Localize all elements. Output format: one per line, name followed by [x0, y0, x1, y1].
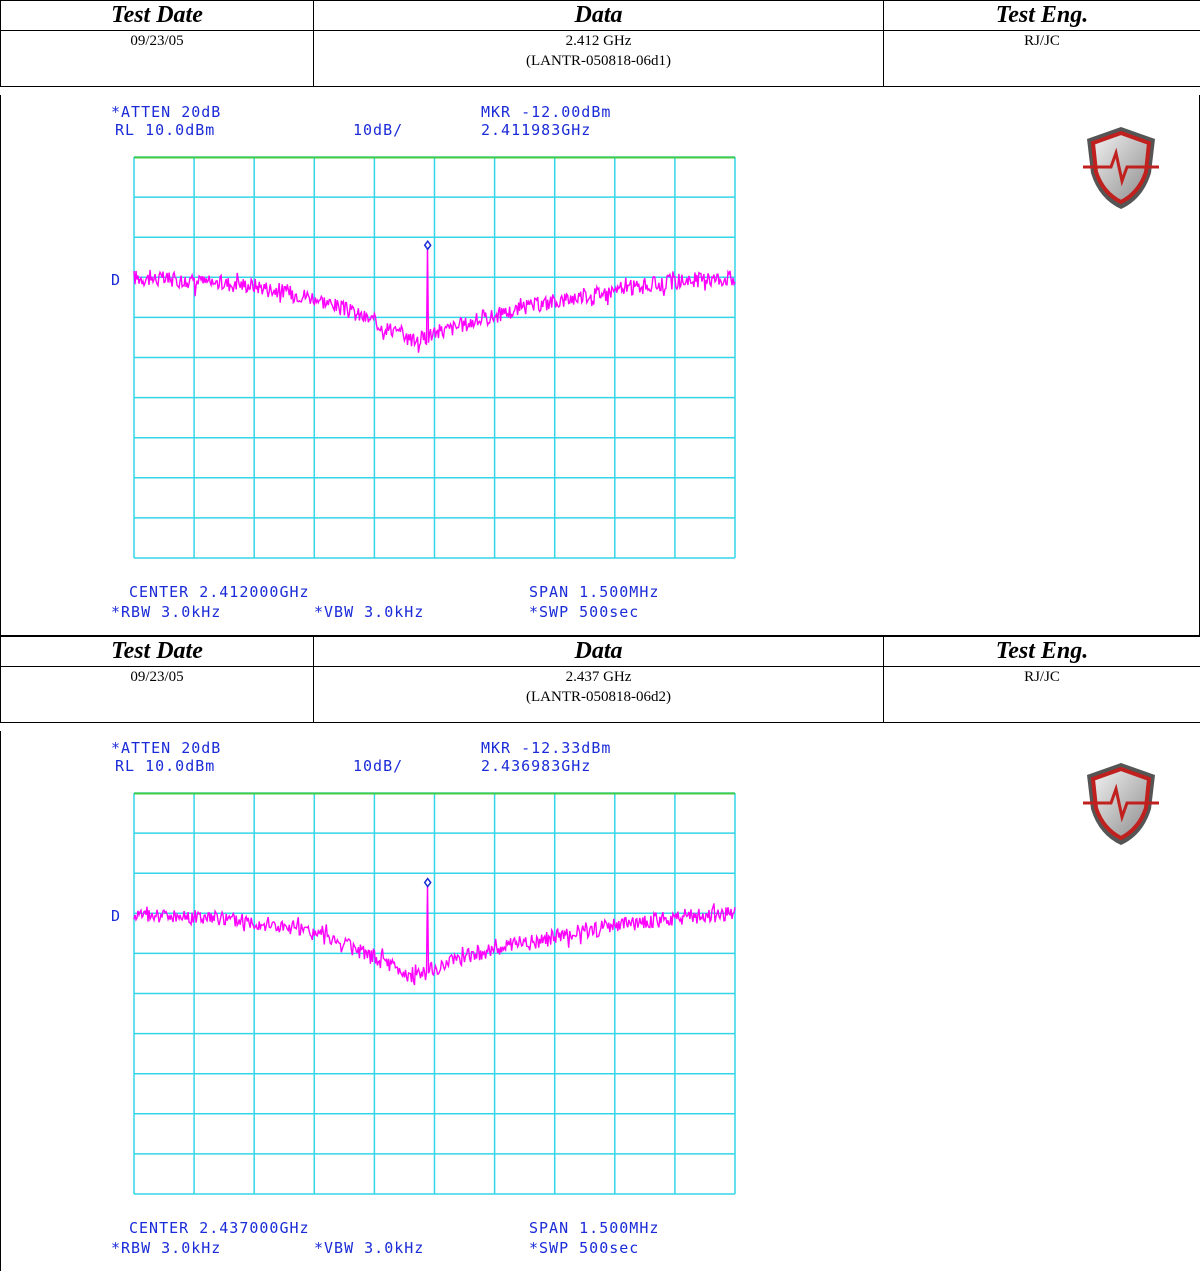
- marker-freq-label: 2.436983GHz: [481, 757, 591, 775]
- detector-label: D: [111, 271, 121, 289]
- ref-level-label: RL 10.0dBm: [115, 757, 215, 775]
- header-test-date: Test Date: [0, 636, 314, 667]
- plot-grid: [133, 792, 736, 1195]
- plot-marks: [133, 156, 736, 353]
- sweep-label: *SWP 500sec: [529, 603, 639, 621]
- test-eng-value: RJ/JC: [883, 30, 1200, 87]
- test-date-value: 09/23/05: [0, 666, 314, 723]
- vbw-label: *VBW 3.0kHz: [314, 1239, 424, 1257]
- frequency-value: 2.412 GHz: [565, 33, 632, 49]
- spectrum-plot-2: *ATTEN 20dB RL 10.0dBm 10dB/ MKR -12.33d…: [111, 739, 736, 1257]
- plot-area-1: *ATTEN 20dB RL 10.0dBm 10dB/ MKR -12.00d…: [0, 95, 1200, 636]
- plot-area-2: *ATTEN 20dB RL 10.0dBm 10dB/ MKR -12.33d…: [0, 731, 1200, 1271]
- marker-diamond: [423, 877, 432, 888]
- file-id-value: (LANTR-050818-06d2): [526, 689, 671, 705]
- sweep-label: *SWP 500sec: [529, 1239, 639, 1257]
- scale-label: 10dB/: [353, 121, 403, 139]
- span-label: SPAN 1.500MHz: [529, 583, 659, 601]
- shield-waveform-icon: [1083, 127, 1159, 209]
- detector-label: D: [111, 907, 121, 925]
- vbw-label: *VBW 3.0kHz: [314, 603, 424, 621]
- center-label: CENTER 2.437000GHz: [129, 1219, 310, 1237]
- header-data: Data: [313, 0, 884, 31]
- spectrum-trace: [133, 245, 736, 353]
- marker-level-label: MKR -12.33dBm: [481, 739, 611, 757]
- ref-level-label: RL 10.0dBm: [115, 121, 215, 139]
- test-eng-value: RJ/JC: [883, 666, 1200, 723]
- marker-level-label: MKR -12.00dBm: [481, 103, 611, 121]
- shield-waveform-icon: [1083, 763, 1159, 845]
- marker-freq-label: 2.411983GHz: [481, 121, 591, 139]
- data-value: 2.412 GHz (LANTR-050818-06d1): [313, 30, 884, 87]
- header-data: Data: [313, 636, 884, 667]
- atten-label: *ATTEN 20dB: [111, 739, 221, 757]
- record-table-2: Test Date Data Test Eng. 09/23/05 2.437 …: [0, 636, 1200, 723]
- data-value: 2.437 GHz (LANTR-050818-06d2): [313, 666, 884, 723]
- test-date-value: 09/23/05: [0, 30, 314, 87]
- span-label: SPAN 1.500MHz: [529, 1219, 659, 1237]
- spectrum-plot-1: *ATTEN 20dB RL 10.0dBm 10dB/ MKR -12.00d…: [111, 103, 736, 621]
- header-test-date: Test Date: [0, 0, 314, 31]
- rbw-label: *RBW 3.0kHz: [111, 1239, 221, 1257]
- rbw-label: *RBW 3.0kHz: [111, 603, 221, 621]
- center-label: CENTER 2.412000GHz: [129, 583, 310, 601]
- frequency-value: 2.437 GHz: [565, 669, 632, 685]
- plot-grid: [133, 156, 736, 559]
- plot-marks: [133, 792, 736, 986]
- scale-label: 10dB/: [353, 757, 403, 775]
- header-test-eng: Test Eng.: [883, 0, 1200, 31]
- file-id-value: (LANTR-050818-06d1): [526, 53, 671, 69]
- record-table-1: Test Date Data Test Eng. 09/23/05 2.412 …: [0, 0, 1200, 87]
- atten-label: *ATTEN 20dB: [111, 103, 221, 121]
- header-test-eng: Test Eng.: [883, 636, 1200, 667]
- marker-diamond: [423, 239, 432, 251]
- spectrum-trace: [133, 882, 736, 986]
